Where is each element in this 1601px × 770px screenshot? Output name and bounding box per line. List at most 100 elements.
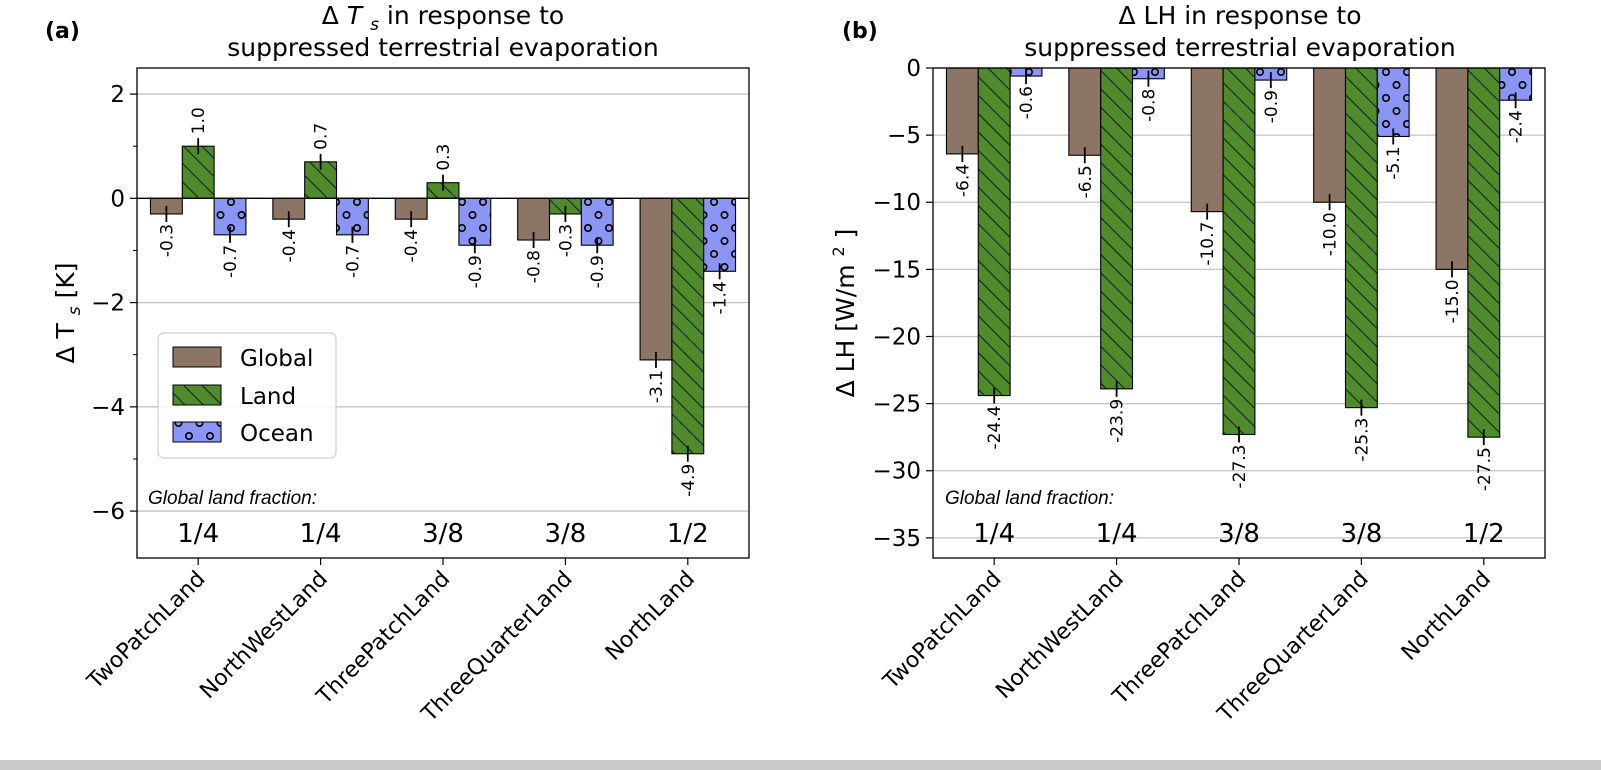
panel-a-land-fraction-heading: Global land fraction: (148, 488, 317, 509)
data-label: -0.4 (280, 229, 300, 262)
panel-b-y-axis-label-main: Δ LH [W/m (831, 264, 860, 397)
data-label: -10.7 (1198, 222, 1218, 266)
legend-label-global: Global (240, 346, 313, 372)
data-label: -24.4 (985, 406, 1005, 450)
data-label: -3.1 (647, 370, 667, 403)
panel-b-bars (945, 67, 1533, 446)
data-label: -10.0 (1321, 212, 1341, 256)
y-tick-label: −6 (91, 499, 125, 525)
land-fraction-value: 1/4 (177, 519, 219, 549)
panel-b-latent-heat: (b) Δ LH in response to suppressed terre… (821, 1, 1546, 728)
x-tick-label: TwoPatchLand (878, 567, 1006, 695)
data-label: -6.4 (953, 164, 973, 197)
panel-b-data-labels: -6.4 -6.5 -10.7 -10.0 -15.0 -24.4 -23.9 -27.3 -2… (953, 86, 1526, 491)
bar-global (639, 197, 673, 361)
bar-land (671, 197, 705, 455)
bar-land (1344, 67, 1378, 409)
x-tick-label: NorthLand (1397, 567, 1496, 666)
bar-global (1313, 67, 1347, 203)
legend-swatch-global (172, 346, 222, 368)
panel-a-legend: Global Land Ocean (157, 332, 337, 459)
data-label: -27.3 (1230, 444, 1250, 488)
y-tick-label: 0 (906, 56, 921, 82)
land-fraction-value: 1/2 (1463, 519, 1505, 549)
land-fraction-value: 3/8 (422, 519, 464, 549)
panel-b-y-axis-label: Δ LH [W/m 2 ] (821, 229, 860, 398)
bar-global (1068, 67, 1102, 156)
x-tick-label: ThreePatchLand (1108, 567, 1252, 711)
data-label: -2.4 (1507, 110, 1527, 143)
y-tick-label: −20 (872, 324, 921, 350)
data-label: -27.5 (1475, 447, 1495, 491)
data-label: -5.1 (1384, 146, 1404, 179)
data-label: 1.0 (189, 107, 209, 134)
panel-b-title-line2: suppressed terrestrial evaporation (1024, 33, 1456, 62)
data-label: -1.4 (711, 281, 731, 314)
panel-a-x-ticks: TwoPatchLandNorthWestLandThreePatchLandT… (82, 558, 700, 728)
data-label: 0.3 (434, 144, 454, 171)
y-tick-label: −15 (872, 257, 921, 283)
data-label: -23.9 (1108, 399, 1128, 443)
bar-global (945, 67, 979, 155)
data-label: -0.8 (1139, 89, 1159, 122)
bar-land (1467, 67, 1501, 438)
data-label: -0.8 (525, 250, 545, 283)
panel-b-plot-frame (932, 67, 1546, 559)
bar-ocean (1376, 67, 1410, 138)
legend-label-land: Land (240, 384, 296, 410)
panel-a-label: (a) (45, 19, 80, 44)
data-label: -0.6 (1017, 86, 1037, 119)
x-tick-label: TwoPatchLand (82, 567, 210, 695)
land-fraction-value: 3/8 (1340, 519, 1382, 549)
data-label: -25.3 (1352, 418, 1372, 462)
y-tick-label: −4 (91, 395, 125, 421)
data-label: -0.9 (1262, 90, 1282, 123)
data-label: -0.3 (556, 224, 576, 257)
panel-a-title-sub: s (370, 15, 379, 35)
panel-b-title-line1: Δ LH in response to (1118, 1, 1361, 30)
bar-global (1190, 67, 1224, 213)
data-label: -15.0 (1443, 279, 1463, 323)
y-tick-label: −2 (91, 291, 125, 317)
data-label: -0.7 (343, 245, 363, 278)
bar-global (1435, 67, 1469, 270)
data-label: -4.9 (679, 464, 699, 497)
x-tick-label: NorthWestLand (991, 567, 1128, 704)
panel-b-x-ticks: TwoPatchLandNorthWestLandThreePatchLandT… (878, 558, 1496, 728)
panel-a-title-rest: in response to (387, 1, 564, 30)
bar-land (977, 67, 1011, 397)
bar-ocean (703, 197, 737, 272)
data-label: -6.5 (1076, 165, 1096, 198)
legend-label-ocean: Ocean (240, 421, 314, 447)
data-label: -0.7 (221, 245, 241, 278)
panel-b-label: (b) (842, 19, 878, 44)
bar-land (1222, 67, 1256, 436)
y-tick-label: −10 (872, 190, 921, 216)
panel-a-y-axis-label-main: Δ T (51, 322, 80, 363)
y-tick-label: −5 (887, 123, 921, 149)
panel-a-title-line1: Δ T s in response to (322, 1, 564, 36)
bar-land (304, 161, 338, 199)
panel-a-y-axis-label-sub: s (65, 306, 85, 315)
panel-a-data-labels: -0.3 -0.4 -0.4 -0.8 -3.1 1.0 0.7 0.3 -0.3 -4.9 -0.… (157, 107, 730, 497)
panel-b-y-axis-label-end: ] (831, 229, 860, 239)
panel-a-y-axis-label: Δ T s [K] (51, 263, 86, 364)
panel-a-title-line2: suppressed terrestrial evaporation (227, 33, 659, 62)
panel-a-land-fractions: 1/4 1/4 3/8 3/8 1/2 (177, 519, 708, 549)
bottom-strip (0, 760, 1601, 770)
panel-a-y-ticks: 2 0 −2 −4 −6 (91, 82, 137, 525)
x-tick-label: ThreePatchLand (312, 567, 456, 711)
data-label: -0.3 (157, 224, 177, 257)
panel-a-plot-frame (136, 67, 750, 559)
bar-land (181, 145, 215, 199)
data-label: -0.4 (402, 229, 422, 262)
y-tick-label: −35 (872, 526, 921, 552)
data-label: 0.7 (312, 123, 332, 150)
panel-a-y-axis-label-unit: [K] (51, 263, 80, 299)
y-tick-label: −30 (872, 459, 921, 485)
data-label: -0.9 (466, 255, 486, 288)
x-tick-label: NorthLand (601, 567, 700, 666)
bar-land (1100, 67, 1134, 390)
panel-b-y-ticks: 0 −5 −10 −15 −20 −25 −30 −35 (872, 56, 933, 552)
